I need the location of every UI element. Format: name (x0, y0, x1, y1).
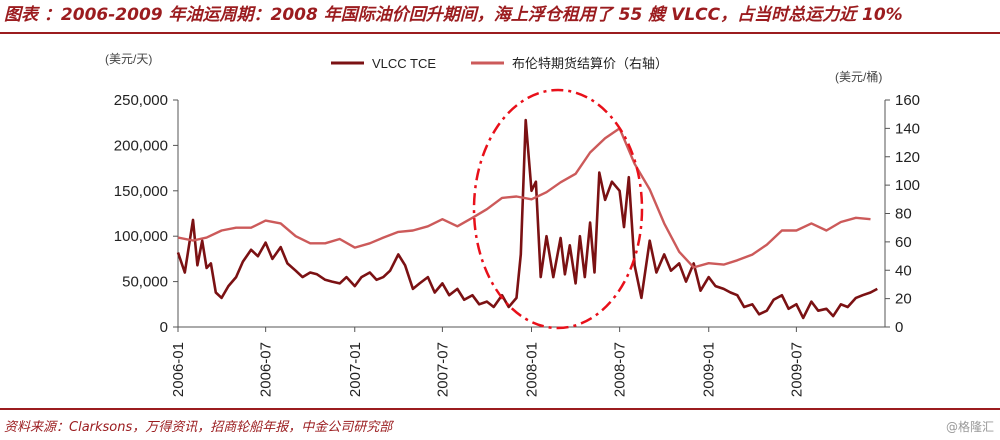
x-tick-label: 2006-07 (258, 342, 275, 397)
left-tick-label: 50,000 (122, 274, 168, 291)
right-tick-label: 160 (895, 92, 920, 109)
highlight-ellipse (472, 88, 644, 330)
plot-area (176, 118, 878, 320)
legend-label-vlcc: VLCC TCE (372, 56, 436, 71)
watermark: @格隆汇 (945, 420, 994, 434)
left-axis-unit: (美元/天) (105, 52, 152, 66)
right-tick-label: 100 (895, 177, 920, 194)
axes: 250,000 200,000 150,000 100,000 50,000 0 160 14… (114, 92, 920, 397)
left-tick-label: 150,000 (114, 183, 168, 200)
x-tick-label: 2008-07 (612, 342, 629, 397)
left-tick-label: 250,000 (114, 92, 168, 109)
right-tick-label: 0 (895, 319, 903, 336)
legend-label-brent: 布伦特期货结算价（右轴） (512, 56, 668, 71)
source-note: 资料来源：Clarksons，万得资讯，招商轮船年报，中金公司研究部 (4, 420, 393, 435)
x-tick-label: 2009-01 (701, 342, 718, 397)
footer: 资料来源：Clarksons，万得资讯，招商轮船年报，中金公司研究部 @格隆汇 (0, 408, 1000, 440)
right-tick-label: 60 (895, 234, 912, 251)
right-tick-label: 80 (895, 206, 912, 223)
right-tick-label: 20 (895, 291, 912, 308)
x-tick-label: 2006-01 (170, 342, 187, 397)
series-line-brent (177, 127, 871, 269)
figure-title: 图表 ：2006-2009 年油运周期：2008 年国际油价回升期间，海上浮仓租… (0, 0, 1000, 34)
x-tick-label: 2008-01 (524, 342, 541, 397)
left-tick-label: 0 (160, 319, 168, 336)
right-tick-label: 140 (895, 120, 920, 137)
x-tick-label: 2007-07 (434, 342, 451, 397)
left-tick-label: 200,000 (114, 137, 168, 154)
x-tick-label: 2007-01 (347, 342, 364, 397)
left-tick-label: 100,000 (114, 228, 168, 245)
legend: VLCC TCE 布伦特期货结算价（右轴） (331, 56, 668, 71)
right-tick-label: 120 (895, 149, 920, 166)
right-tick-label: 40 (895, 262, 912, 279)
series-line-vlcc-tce (176, 118, 878, 320)
right-axis-unit: (美元/桶) (835, 69, 882, 84)
x-tick-label: 2009-07 (788, 342, 805, 397)
